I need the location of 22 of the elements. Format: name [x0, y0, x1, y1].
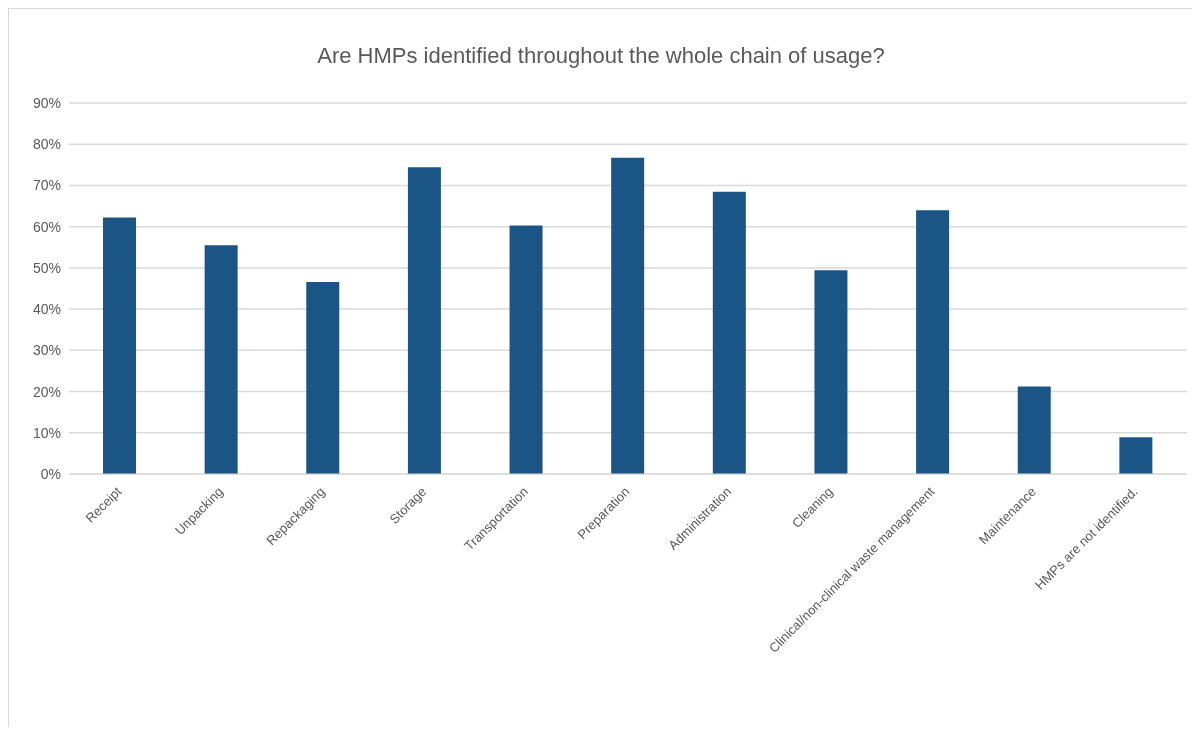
y-tick-label: 40%	[32, 301, 61, 318]
bar	[814, 270, 848, 474]
y-tick-label: 80%	[32, 136, 61, 153]
bar	[103, 217, 136, 474]
y-tick-label: 10%	[32, 424, 61, 441]
bar	[306, 281, 340, 474]
chart-title: Are HMPs identified throughout the whole chain of usage?	[316, 43, 886, 69]
bar	[712, 191, 746, 474]
y-tick-label: 0%	[40, 465, 61, 482]
y-tick-label: 30%	[32, 342, 61, 359]
bar	[204, 245, 238, 474]
y-tick-label: 20%	[32, 383, 61, 400]
bar	[1017, 386, 1051, 474]
bar	[611, 157, 645, 474]
bar	[916, 210, 950, 474]
bar	[509, 225, 543, 474]
y-tick-label: 50%	[32, 259, 61, 276]
bar	[1119, 437, 1153, 474]
y-tick-label: 60%	[32, 218, 61, 235]
bar	[407, 167, 441, 474]
y-tick-label: 70%	[32, 177, 61, 194]
y-tick-label: 90%	[32, 94, 61, 111]
